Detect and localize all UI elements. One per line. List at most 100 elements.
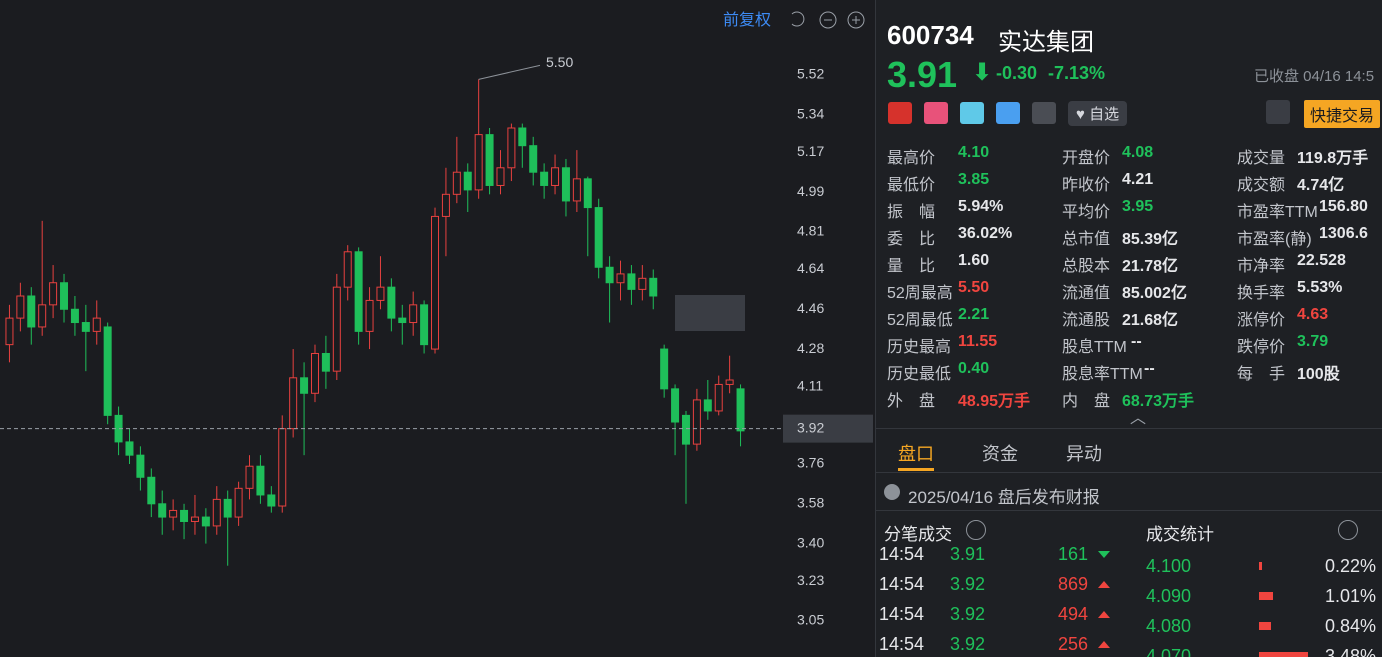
- candle-body: [507, 127, 516, 169]
- trade-price: 3.91: [950, 544, 986, 564]
- watch-label: 自选: [1089, 106, 1120, 123]
- dist-price: 4.070: [1146, 646, 1192, 657]
- stat-label: 总市值: [1062, 231, 1111, 248]
- y-tick-label: 3.05: [797, 612, 824, 628]
- y-tick-label: 3.58: [797, 495, 824, 511]
- trade-time: 14:54: [879, 574, 925, 594]
- candle-body: [681, 414, 690, 445]
- market-status: 已收盘 04/16 14:5: [1254, 68, 1375, 85]
- candle-body: [540, 171, 549, 186]
- collapse-icon[interactable]: ︿: [1130, 410, 1147, 427]
- tab[interactable]: 异动: [1066, 444, 1102, 464]
- candle-body: [332, 286, 341, 372]
- adjust-toggle[interactable]: 前复权: [723, 11, 771, 29]
- stat-value: 2.21: [958, 306, 990, 323]
- undo-icon[interactable]: [791, 11, 805, 27]
- trade-button[interactable]: 快捷交易: [1304, 100, 1381, 128]
- stat-label: 历史最低: [887, 366, 952, 383]
- candle-body: [223, 498, 232, 518]
- candle-body: [496, 167, 505, 186]
- trade-price: 3.92: [950, 634, 986, 654]
- candle-body: [92, 317, 101, 332]
- zoom-in[interactable]: [847, 11, 865, 29]
- candle-body: [136, 454, 145, 478]
- stat-value: 1.60: [958, 252, 990, 269]
- stat-label: 振 幅: [887, 204, 936, 221]
- trade-vol: 869: [1057, 574, 1088, 594]
- stat-value: 5.50: [958, 279, 990, 296]
- candle-body: [409, 304, 418, 324]
- candle-body: [27, 295, 36, 328]
- tab[interactable]: 盘口: [898, 444, 934, 464]
- high-label: 5.50: [546, 54, 573, 70]
- y-tick-label: 4.81: [797, 223, 824, 239]
- tag-icon[interactable]: [996, 102, 1020, 124]
- stock-name: 实达集团: [998, 29, 1094, 56]
- notice[interactable]: 2025/04/16 盘后发布财报: [908, 488, 1100, 507]
- flag-icon: [888, 102, 912, 124]
- stat-value: 4.21: [1122, 171, 1154, 188]
- stock-code: 600734: [887, 20, 974, 50]
- candle-body: [245, 465, 254, 489]
- y-tick-label: 3.23: [797, 572, 824, 588]
- divider: [876, 510, 1382, 511]
- candle-body: [529, 145, 538, 173]
- candle-body: [692, 399, 701, 445]
- zoom-in-glyph: [852, 16, 860, 24]
- stat-label: 换手率: [1237, 285, 1286, 302]
- stat-label: 成交量: [1237, 150, 1286, 167]
- candle-body: [725, 379, 734, 385]
- candle-body: [212, 498, 221, 527]
- high-leader: [478, 64, 541, 80]
- trade-time: 14:54: [879, 544, 925, 564]
- stat-value: 5.53%: [1297, 279, 1343, 296]
- candle-body: [627, 273, 636, 290]
- dist-price: 4.080: [1146, 616, 1192, 636]
- trade-vol: 256: [1057, 634, 1088, 654]
- tab-underline: [898, 468, 934, 471]
- dist-bar: [1259, 592, 1274, 600]
- candle-body: [267, 494, 276, 507]
- bell-button[interactable]: [1266, 100, 1290, 124]
- stat-value: 156.80: [1319, 198, 1368, 215]
- watch-button[interactable]: ♥ 自选: [1068, 101, 1128, 126]
- dist-pct: 1.01%: [1324, 586, 1376, 606]
- change-pct: -7.13%: [1048, 63, 1106, 83]
- candle-body: [5, 317, 14, 346]
- down-arrow: ⬇: [972, 59, 993, 86]
- tab[interactable]: 资金: [982, 444, 1018, 464]
- stat-value: 100股: [1297, 366, 1340, 383]
- stat-value: 48.95万手: [958, 393, 1031, 410]
- stat-label: 最高价: [887, 150, 936, 167]
- stat-label: 市净率: [1237, 258, 1286, 275]
- candle-body: [321, 352, 330, 372]
- zoom-out[interactable]: [819, 11, 837, 29]
- candle-body: [561, 167, 570, 202]
- stat-label: 平均价: [1062, 204, 1111, 221]
- stat-label: 开盘价: [1062, 150, 1111, 167]
- candle-body: [551, 167, 560, 186]
- candle-body: [310, 352, 319, 394]
- more-icon[interactable]: [1338, 520, 1358, 540]
- stat-label: 市盈率(静): [1237, 231, 1312, 248]
- badge-icon[interactable]: [924, 102, 948, 124]
- stat-value: 68.73万手: [1122, 393, 1195, 410]
- stat-label: 流通股: [1062, 312, 1111, 329]
- dist-pct: 3.48%: [1324, 646, 1376, 657]
- dist-price: 4.100: [1146, 556, 1192, 576]
- stat-value: 4.63: [1297, 306, 1329, 323]
- candle-body: [671, 388, 680, 423]
- trade-vol: 161: [1057, 544, 1088, 564]
- stat-label: 外 盘: [887, 393, 936, 410]
- help-icon[interactable]: [966, 520, 986, 540]
- candle-body: [190, 516, 199, 522]
- stat-value: 21.68亿: [1122, 312, 1179, 329]
- swap-icon[interactable]: [960, 102, 984, 124]
- stat-value: --: [1131, 333, 1142, 350]
- stat-value: 36.02%: [958, 225, 1013, 242]
- stat-label: 委 比: [887, 231, 936, 248]
- tooltip-box: [675, 295, 745, 331]
- candle-body: [583, 178, 592, 209]
- note-icon[interactable]: [1032, 102, 1056, 124]
- y-tick-label: 4.28: [797, 340, 824, 356]
